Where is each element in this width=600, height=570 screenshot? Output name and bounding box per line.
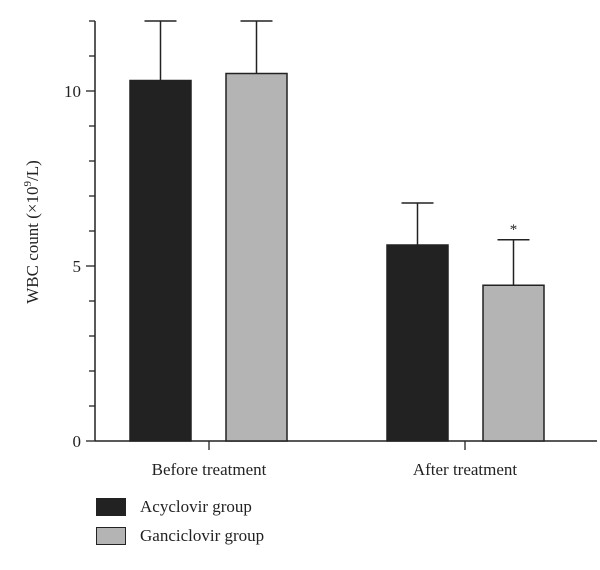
legend-label-ganciclovir: Ganciclovir group: [140, 526, 265, 545]
error-bars: [144, 20, 530, 286]
chart: 0 5 10 Before treatment After treatment * W…: [22, 20, 597, 479]
legend-item-acyclovir: Acyclovir group: [96, 497, 264, 517]
legend: Acyclovir group Ganciclovir group: [96, 497, 264, 555]
x-tick-label-1: After treatment: [413, 460, 518, 479]
legend-swatch-acyclovir: [96, 498, 126, 516]
y-tick-label-10: 10: [64, 82, 81, 101]
bar-acyclovir-0: [129, 79, 192, 442]
legend-swatch-ganciclovir: [96, 527, 126, 545]
bar-ganciclovir-1: [482, 284, 545, 442]
x-tick-label-0: Before treatment: [152, 460, 267, 479]
bar-acyclovir-1: [386, 244, 449, 442]
annotations: *: [510, 222, 518, 238]
y-axis-label: WBC count (×109/L): [22, 160, 42, 304]
y-tick-label-5: 5: [73, 257, 82, 276]
legend-item-ganciclovir: Ganciclovir group: [96, 526, 264, 546]
x-tick-labels: Before treatment After treatment: [152, 460, 518, 479]
significance-asterisk: *: [510, 222, 518, 238]
bars: [129, 72, 545, 442]
y-ticks: 0 5 10: [64, 20, 95, 451]
legend-label-acyclovir: Acyclovir group: [140, 497, 252, 516]
bar-ganciclovir-0: [225, 72, 288, 442]
y-tick-label-0: 0: [73, 432, 82, 451]
